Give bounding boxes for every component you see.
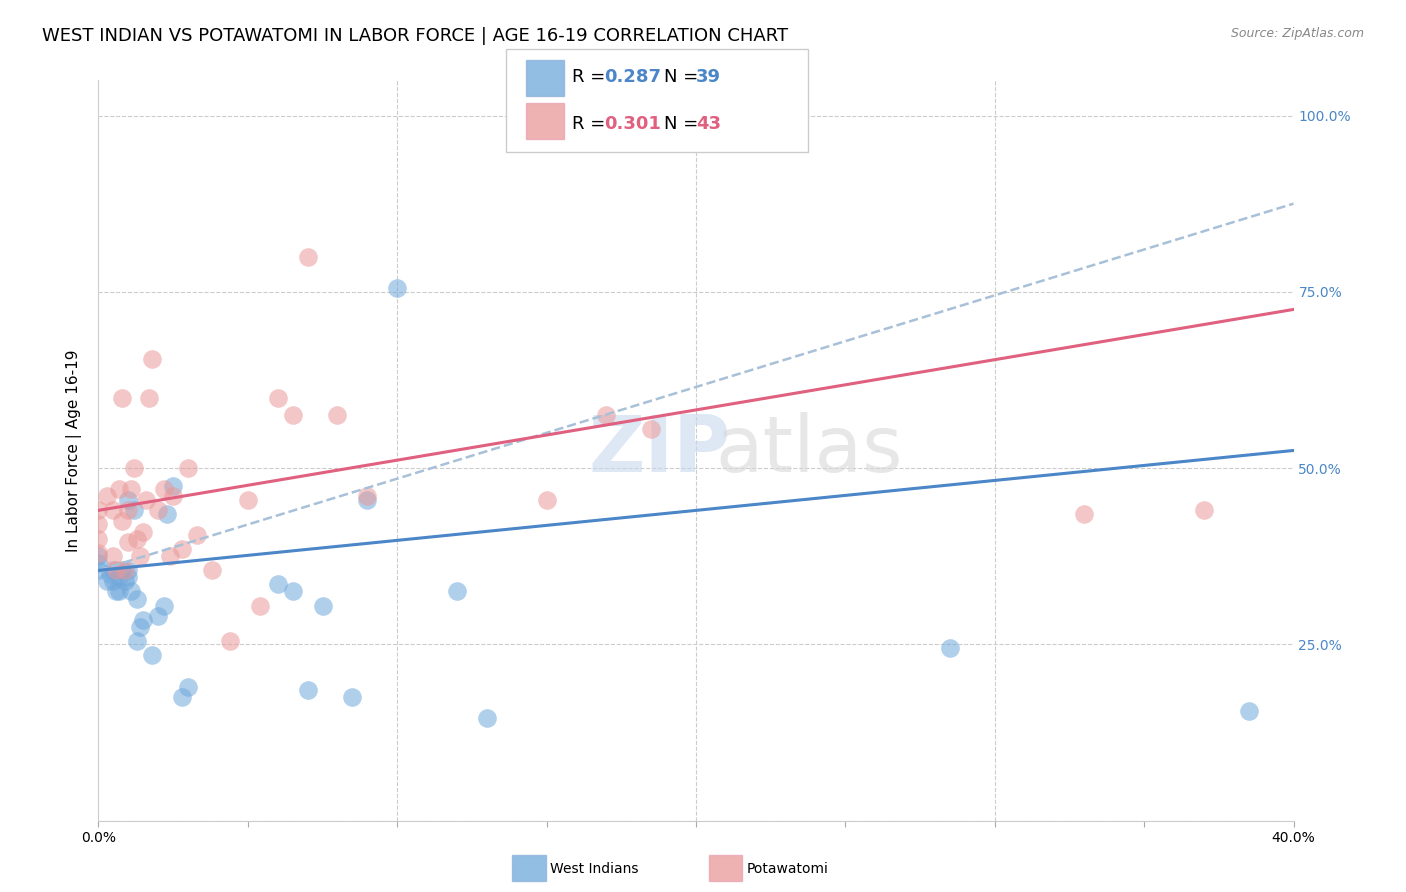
Point — [297, 683, 319, 698]
Point — [236, 492, 259, 507]
Point — [1192, 503, 1215, 517]
Point — [135, 492, 157, 507]
Point — [87, 503, 110, 517]
Point — [108, 584, 131, 599]
Point — [127, 532, 149, 546]
Point — [117, 535, 139, 549]
Point — [105, 584, 128, 599]
Point — [127, 633, 149, 648]
Point — [186, 528, 208, 542]
Point — [87, 546, 110, 560]
Point — [356, 489, 378, 503]
Point — [153, 599, 176, 613]
Point — [311, 599, 333, 613]
Point — [446, 584, 468, 599]
Point — [385, 281, 409, 295]
Point — [111, 514, 134, 528]
Point — [87, 563, 110, 577]
Point — [124, 461, 146, 475]
Point — [138, 391, 160, 405]
Text: atlas: atlas — [716, 412, 903, 489]
Text: West Indians: West Indians — [550, 862, 638, 876]
Point — [172, 690, 194, 705]
Point — [117, 563, 139, 577]
Point — [117, 570, 139, 584]
Point — [326, 408, 349, 422]
Text: N =: N = — [664, 115, 703, 133]
Point — [103, 503, 125, 517]
Y-axis label: In Labor Force | Age 16-19: In Labor Force | Age 16-19 — [66, 349, 83, 552]
Point — [249, 599, 271, 613]
Point — [141, 648, 163, 662]
Point — [172, 542, 194, 557]
Point — [640, 422, 662, 436]
Point — [120, 584, 142, 599]
Point — [111, 391, 134, 405]
Point — [87, 556, 110, 570]
Point — [129, 549, 152, 564]
Point — [297, 250, 319, 264]
Point — [96, 574, 118, 588]
Point — [162, 489, 184, 503]
Point — [536, 492, 558, 507]
Point — [141, 351, 163, 366]
Point — [111, 563, 134, 577]
Text: WEST INDIAN VS POTAWATOMI IN LABOR FORCE | AGE 16-19 CORRELATION CHART: WEST INDIAN VS POTAWATOMI IN LABOR FORCE… — [42, 27, 789, 45]
Text: ZIP: ZIP — [589, 412, 731, 489]
Point — [281, 408, 304, 422]
Point — [105, 563, 128, 577]
Point — [595, 408, 617, 422]
Point — [117, 492, 139, 507]
Point — [201, 563, 224, 577]
Point — [127, 591, 149, 606]
Point — [159, 549, 181, 564]
Point — [219, 633, 242, 648]
Point — [475, 711, 498, 725]
Text: R =: R = — [572, 115, 612, 133]
Point — [356, 492, 378, 507]
Point — [132, 524, 155, 539]
Point — [108, 482, 131, 496]
Point — [267, 577, 290, 591]
Point — [129, 620, 152, 634]
Point — [342, 690, 364, 705]
Point — [108, 570, 131, 584]
Text: 39: 39 — [696, 68, 721, 86]
Point — [103, 563, 125, 577]
Point — [87, 549, 110, 564]
Point — [267, 391, 290, 405]
Point — [177, 461, 200, 475]
Point — [87, 517, 110, 532]
Point — [103, 549, 125, 564]
Point — [124, 503, 146, 517]
Point — [148, 503, 170, 517]
Point — [98, 566, 122, 581]
Point — [114, 563, 136, 577]
Point — [117, 503, 139, 517]
Text: Potawatomi: Potawatomi — [747, 862, 828, 876]
Point — [281, 584, 304, 599]
Point — [114, 574, 136, 588]
Text: Source: ZipAtlas.com: Source: ZipAtlas.com — [1230, 27, 1364, 40]
Point — [96, 489, 118, 503]
Point — [1073, 507, 1095, 521]
Text: N =: N = — [664, 68, 703, 86]
Point — [120, 482, 142, 496]
Point — [939, 640, 962, 655]
Point — [132, 613, 155, 627]
Text: R =: R = — [572, 68, 612, 86]
Text: 0.287: 0.287 — [605, 68, 662, 86]
Point — [148, 609, 170, 624]
Text: 0.301: 0.301 — [605, 115, 661, 133]
Point — [87, 532, 110, 546]
Point — [177, 680, 200, 694]
Point — [103, 574, 125, 588]
Point — [153, 482, 176, 496]
Point — [156, 507, 179, 521]
Point — [1237, 704, 1260, 718]
Point — [162, 479, 184, 493]
Text: 43: 43 — [696, 115, 721, 133]
